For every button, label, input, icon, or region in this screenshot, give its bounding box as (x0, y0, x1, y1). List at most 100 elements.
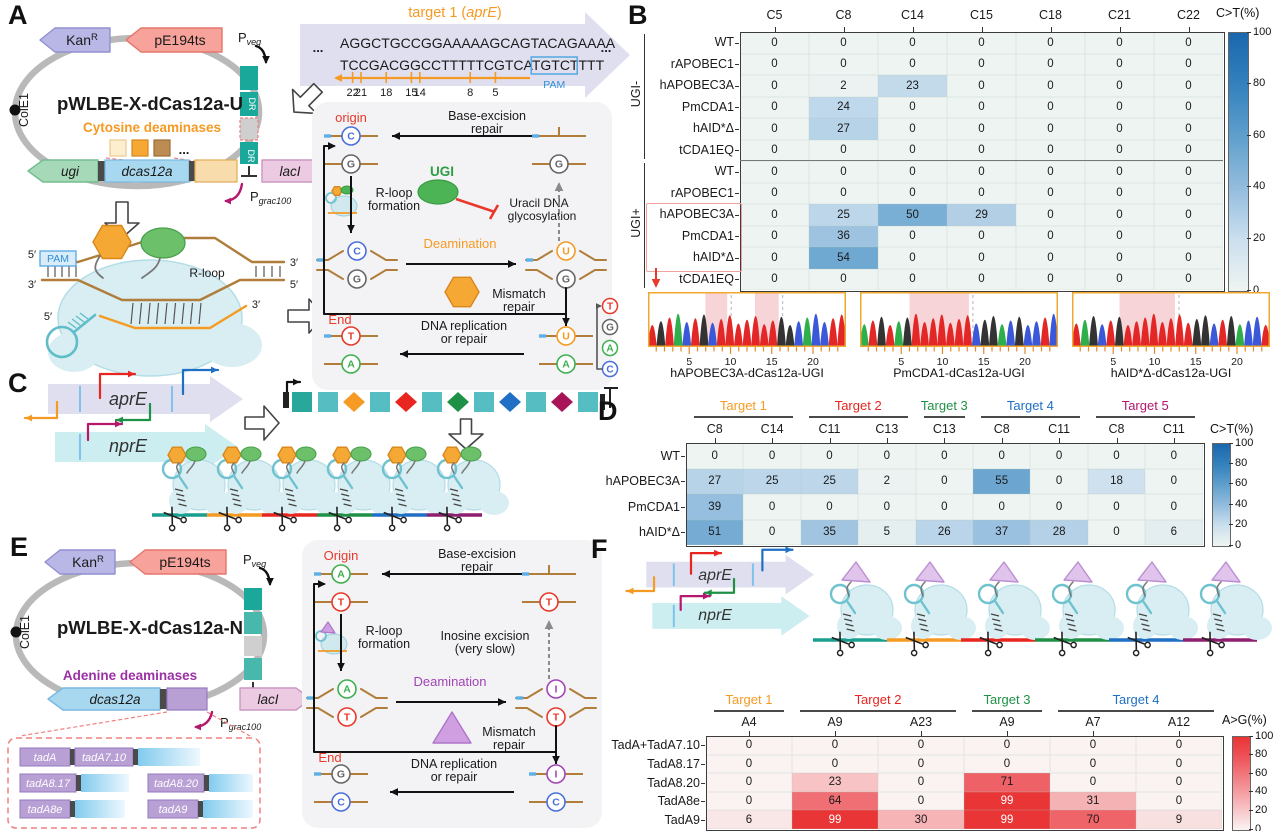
crrna-hairpin (45, 325, 79, 359)
shape (186, 460, 196, 474)
deaminase-hexagon (444, 276, 480, 308)
peak (837, 314, 847, 346)
cas12a-blob (479, 491, 509, 515)
scissors-icon (1201, 631, 1225, 657)
pam-label: PAM (47, 253, 69, 265)
column-header: A4 (741, 715, 757, 729)
label: formation (358, 637, 410, 651)
cole1-label: ColE1 (18, 615, 32, 649)
base-letter: G (337, 769, 345, 781)
heatmap-cell: 0 (1085, 247, 1154, 269)
peak (989, 316, 998, 346)
cas12a-blob (872, 616, 902, 640)
cas12a-blob (202, 323, 262, 367)
base-C (546, 792, 566, 812)
column-header: C8 (1108, 422, 1125, 436)
shape (72, 313, 97, 334)
heatmap-cell: 0 (1087, 519, 1146, 545)
column-tick (886, 438, 889, 443)
mismatch-label: Mismatch (482, 725, 536, 739)
peak (911, 313, 921, 346)
heatmap-cell: 0 (809, 139, 878, 161)
peak (1106, 320, 1116, 346)
colorbar-tick (1229, 503, 1233, 505)
heatmap-cell: 0 (1154, 96, 1223, 118)
dr-square (578, 392, 598, 412)
linker (70, 749, 75, 765)
spacer-diamond (499, 392, 521, 412)
ellipsis: ... (601, 40, 612, 55)
colorbar-tick-label: 0 (1255, 822, 1262, 831)
row-label: WT (714, 35, 734, 49)
line (343, 503, 352, 507)
spacer-box (244, 636, 262, 656)
heatmap-cell: 0 (1154, 182, 1223, 204)
target-underline (1095, 416, 1195, 418)
column-header: C8 (706, 422, 723, 436)
heatmap-cell: 0 (1154, 204, 1223, 226)
colorbar-tick (1229, 462, 1233, 465)
heatmap-cell: 0 (1016, 161, 1085, 183)
peak (725, 315, 735, 346)
panel-f-charts: aprE nprE Target 1 A4 Target 2 A9 A23 Target 3 A… (590, 510, 1280, 831)
scissors-icon (328, 506, 352, 532)
column-header: C14 (760, 422, 784, 436)
deaminase-hexagon (442, 446, 462, 464)
heatmap-cell: 0 (915, 494, 973, 520)
peak (820, 322, 829, 346)
heatmap-cell: 0 (740, 118, 809, 140)
deaminase-swatch (131, 139, 149, 157)
heatmap-cell: 0 (878, 247, 947, 269)
base-U (556, 326, 576, 346)
scissors-icon (163, 506, 187, 532)
shape (1067, 599, 1079, 615)
cas12a-blob (169, 488, 193, 514)
colorbar-title: C>T(%) (1216, 6, 1260, 20)
panel-label-c: C (8, 368, 28, 398)
base-G (549, 154, 569, 174)
dr-box (244, 658, 262, 680)
base-letter: G (562, 274, 570, 286)
target-group-label: Target 2 (854, 692, 902, 707)
block-arrow (291, 82, 324, 115)
row-tick (735, 279, 739, 281)
promoter-arrow (86, 422, 124, 442)
heatmap-cell: 0 (1050, 754, 1136, 774)
target-underline (981, 416, 1080, 418)
bottom-strand: TCCGACGGCCTTTTTCGTCATGTCTTTT (340, 57, 605, 73)
adenine-deaminases-label: Adenine deaminases (63, 668, 197, 683)
peak (902, 317, 912, 346)
row-label: hAPOBEC3A (659, 207, 734, 221)
base-letter: A (562, 359, 570, 371)
cas12a-blob (334, 488, 358, 514)
heatmap-cell: 0 (1050, 773, 1136, 792)
heatmap-cell: 37 (973, 519, 1031, 545)
row-tick (735, 214, 739, 216)
heatmap-cell: 0 (740, 161, 809, 183)
heatmap-cell: 0 (1085, 204, 1154, 226)
panel-d-heatmap: Target 1 C8 C14 Target 2 C11 C13 Target 3 C13 Ta… (590, 385, 1280, 551)
peak (794, 321, 804, 346)
cas12a-blob (389, 488, 413, 514)
line (453, 503, 462, 507)
base-A (341, 354, 361, 374)
pgrac-label: Pgrac100 (220, 715, 261, 732)
panel-label-d: D (598, 396, 618, 426)
axis-tick-label: 5 (898, 356, 904, 368)
shape (993, 599, 1005, 615)
colorbar-tick-label: 0 (1253, 283, 1260, 296)
circle (910, 649, 918, 657)
peak (1040, 317, 1050, 346)
scissors-icon (831, 631, 855, 657)
line (71, 318, 81, 326)
heatmap-cell: 0 (878, 268, 947, 290)
base-letter: I (555, 769, 558, 781)
line (178, 503, 187, 507)
line (1067, 623, 1076, 627)
row-label: tCDA1EQ (679, 142, 734, 157)
row-tick (681, 481, 685, 483)
ugi-icon (417, 179, 459, 205)
ugi-icon (185, 446, 207, 462)
highlight-arrow (651, 268, 661, 288)
target-group-label: Target 4 (1112, 692, 1160, 707)
